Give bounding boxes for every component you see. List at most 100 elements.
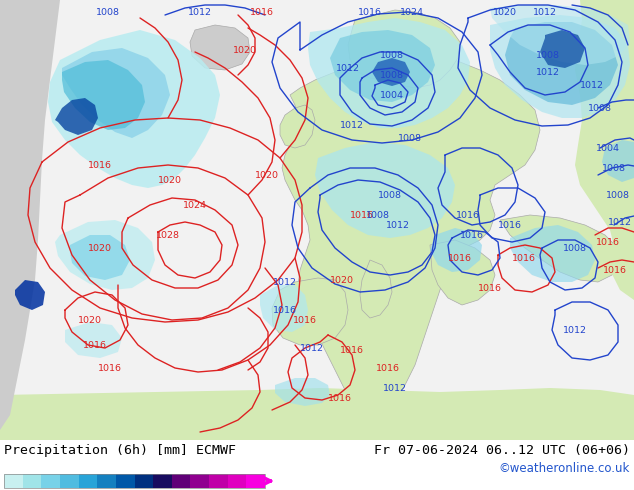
Text: 1012: 1012 [273, 277, 297, 287]
Text: 1012: 1012 [188, 7, 212, 17]
Text: 1020: 1020 [233, 46, 257, 54]
Polygon shape [48, 30, 220, 188]
Text: 1020: 1020 [158, 175, 182, 185]
Polygon shape [272, 278, 348, 345]
Polygon shape [280, 105, 315, 148]
Text: ©weatheronline.co.uk: ©weatheronline.co.uk [498, 462, 630, 475]
Bar [172, 474, 190, 488]
Text: 1016: 1016 [603, 266, 627, 274]
Polygon shape [55, 220, 155, 290]
Text: 1016: 1016 [456, 211, 480, 220]
Text: 1008: 1008 [380, 50, 404, 59]
Bar [23, 474, 41, 488]
Text: 1024: 1024 [183, 200, 207, 210]
Polygon shape [360, 260, 392, 318]
Bar [79, 474, 97, 488]
Bar [97, 474, 116, 488]
Text: 1020: 1020 [330, 275, 354, 285]
Polygon shape [62, 48, 170, 138]
Text: 1008: 1008 [398, 133, 422, 143]
Text: 1016: 1016 [498, 220, 522, 229]
Text: 1012: 1012 [608, 218, 632, 226]
Text: Fr 07-06-2024 06..12 UTC (06+06): Fr 07-06-2024 06..12 UTC (06+06) [374, 444, 630, 457]
Text: 1016: 1016 [98, 364, 122, 372]
Polygon shape [315, 142, 455, 238]
Polygon shape [65, 322, 122, 358]
Polygon shape [490, 5, 630, 65]
Polygon shape [348, 10, 460, 88]
Text: 1020: 1020 [255, 171, 279, 179]
Polygon shape [490, 15, 630, 118]
Text: 1020: 1020 [88, 244, 112, 252]
Bar [247, 474, 265, 488]
Bar [190, 474, 209, 488]
Text: 1012: 1012 [383, 384, 407, 392]
Polygon shape [70, 235, 130, 280]
Text: 1016: 1016 [358, 7, 382, 17]
Text: 1016: 1016 [88, 161, 112, 170]
Polygon shape [190, 25, 250, 70]
Text: 1008: 1008 [536, 50, 560, 59]
Polygon shape [330, 30, 435, 102]
Text: 1008: 1008 [563, 244, 587, 252]
Bar [4, 474, 23, 488]
Bar [134, 474, 153, 488]
Polygon shape [62, 60, 145, 130]
Text: 1008: 1008 [366, 211, 390, 220]
Text: 1008: 1008 [380, 71, 404, 79]
Polygon shape [500, 215, 620, 282]
Text: 1008: 1008 [606, 191, 630, 199]
Text: 1028: 1028 [156, 230, 180, 240]
Polygon shape [540, 30, 585, 68]
Text: 1016: 1016 [328, 393, 352, 402]
Text: 1012: 1012 [300, 343, 324, 352]
Text: 1016: 1016 [448, 253, 472, 263]
Polygon shape [275, 378, 330, 406]
Text: 1008: 1008 [96, 7, 120, 17]
Text: 1008: 1008 [378, 191, 402, 199]
Text: 1016: 1016 [350, 211, 374, 220]
Bar [209, 474, 228, 488]
Text: 1012: 1012 [536, 68, 560, 76]
Text: 1016: 1016 [512, 253, 536, 263]
Text: 1008: 1008 [602, 164, 626, 172]
Text: 1004: 1004 [596, 144, 620, 152]
Text: 1016: 1016 [273, 305, 297, 315]
Text: 1016: 1016 [478, 284, 502, 293]
Polygon shape [0, 0, 60, 430]
Polygon shape [308, 18, 470, 128]
Bar [153, 474, 172, 488]
Text: 1020: 1020 [78, 316, 102, 324]
Polygon shape [430, 240, 495, 305]
Text: 1024: 1024 [400, 7, 424, 17]
Text: 1016: 1016 [376, 364, 400, 372]
Text: 1016: 1016 [83, 341, 107, 349]
Text: 1004: 1004 [380, 91, 404, 99]
Polygon shape [55, 98, 98, 135]
Bar [228, 474, 247, 488]
Text: Precipitation (6h) [mm] ECMWF: Precipitation (6h) [mm] ECMWF [4, 444, 236, 457]
Polygon shape [575, 0, 634, 300]
Polygon shape [505, 22, 618, 105]
Text: 1012: 1012 [533, 7, 557, 17]
Polygon shape [430, 228, 482, 272]
Bar [60, 474, 79, 488]
Bar [4, 474, 265, 488]
Polygon shape [372, 58, 410, 86]
Text: 1012: 1012 [563, 325, 587, 335]
Polygon shape [260, 285, 308, 332]
Text: 1016: 1016 [250, 7, 274, 17]
Polygon shape [282, 55, 540, 428]
Polygon shape [602, 140, 634, 182]
Text: 1016: 1016 [293, 316, 317, 324]
Text: 1012: 1012 [336, 64, 360, 73]
Bar [41, 474, 60, 488]
Text: 1016: 1016 [340, 345, 364, 354]
Bar [116, 474, 134, 488]
Polygon shape [0, 388, 634, 440]
Text: 1016: 1016 [596, 238, 620, 246]
Text: 1012: 1012 [580, 80, 604, 90]
Text: 1020: 1020 [493, 7, 517, 17]
Text: 1012: 1012 [340, 121, 364, 129]
Text: 1012: 1012 [386, 220, 410, 229]
